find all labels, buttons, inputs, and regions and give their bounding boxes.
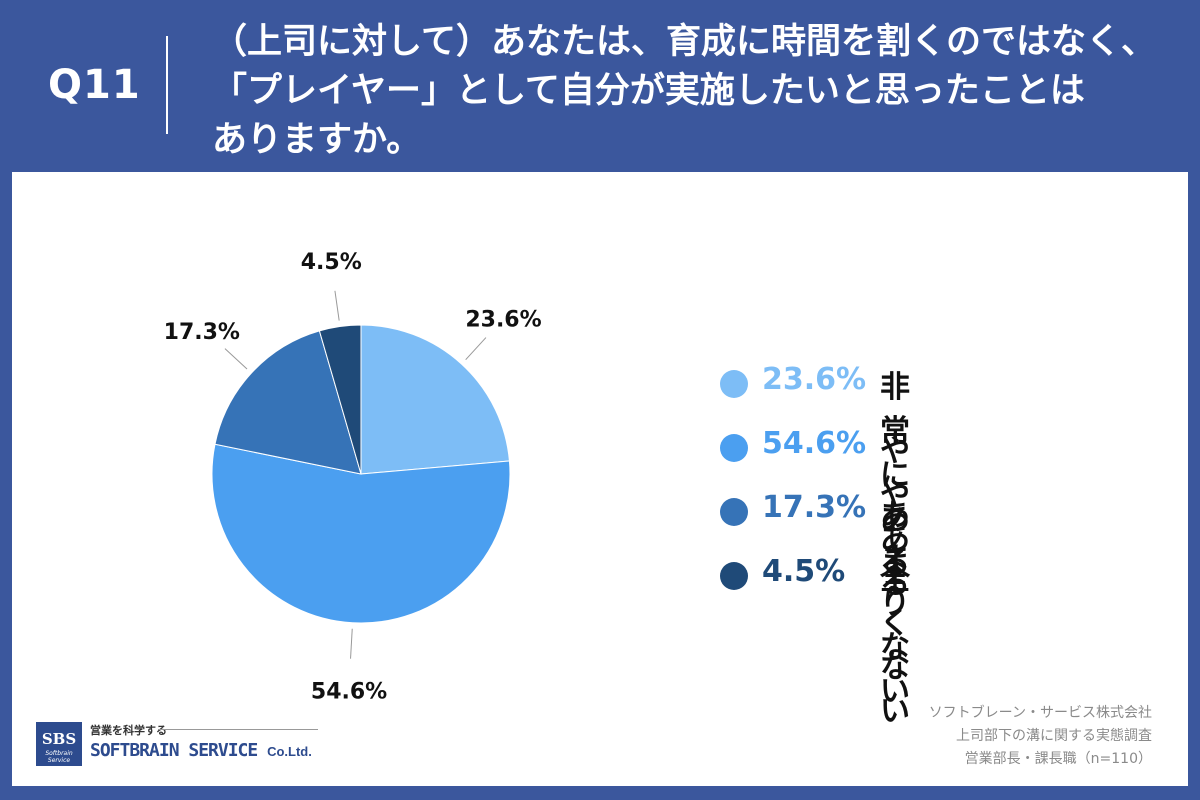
logo-mark-text: SBS — [41, 730, 77, 748]
pie-slice-1 — [211, 443, 511, 624]
source-note: ソフトブレーン・サービス株式会社 上司部下の溝に関する実態調査 営業部長・課長職… — [929, 702, 1152, 771]
leader-line-2 — [224, 348, 248, 370]
logo-tagline: 営業を科学する — [90, 724, 167, 737]
company-logo: SBS Softbrain Service 営業を科学する SOFTBRAIN … — [36, 720, 336, 770]
legend-label-2: あまりない — [880, 498, 910, 709]
legend-pct-0: 23.6% — [762, 362, 867, 397]
legend-pct-3: 4.5% — [762, 554, 846, 589]
pie-slice-3 — [318, 324, 362, 475]
legend-dot-0 — [720, 370, 748, 398]
data-label-3: 4.5% — [301, 250, 362, 275]
logo-name: SOFTBRAIN SERVICE Co.Ltd. — [90, 740, 312, 761]
legend-label-1: ややある — [880, 434, 910, 601]
data-label-2: 17.3% — [164, 320, 240, 345]
logo-tagline-rule — [158, 729, 318, 730]
logo-suffix: Co.Ltd. — [267, 744, 312, 759]
pie-slice-0 — [360, 324, 510, 475]
logo-mark: SBS Softbrain Service — [36, 722, 82, 766]
legend-label-3: 全くない — [880, 562, 910, 729]
legend-dot-2 — [720, 498, 748, 526]
logo-name-text: SOFTBRAIN SERVICE — [90, 740, 258, 761]
legend-dot-1 — [720, 434, 748, 462]
pie-slice-2 — [214, 330, 362, 475]
data-label-0: 23.6% — [465, 307, 541, 332]
question-text: （上司に対して）あなたは、育成に時間を割くのではなく、 「プレイヤー」として自分… — [212, 22, 1156, 160]
chart-panel: 23.6% 54.6% 17.3% 4.5% 23.6% 非常にある 54.6% やや… — [12, 172, 1188, 786]
legend-pct-2: 17.3% — [762, 490, 867, 525]
source-line-1: ソフトブレーン・サービス株式会社 — [928, 705, 1152, 721]
header-banner: Q11 （上司に対して）あなたは、育成に時間を割くのではなく、 「プレイヤー」と… — [0, 0, 1200, 168]
leader-line-3 — [334, 290, 340, 321]
question-number: Q11 — [48, 62, 141, 108]
leader-line-1 — [350, 628, 353, 659]
logo-mark-subtext: Softbrain Service — [45, 750, 73, 764]
leader-line-0 — [465, 337, 487, 361]
legend-dot-3 — [720, 562, 748, 590]
legend-label-0: 非常にある — [880, 370, 910, 581]
legend-pct-1: 54.6% — [762, 426, 867, 461]
source-line-3: 営業部長・課長職（n=110） — [964, 751, 1152, 767]
header-divider — [166, 36, 168, 134]
pie-chart: 23.6% 54.6% 17.3% 4.5% — [164, 250, 542, 705]
data-label-1: 54.6% — [311, 680, 387, 705]
source-line-2: 上司部下の溝に関する実態調査 — [956, 728, 1152, 744]
